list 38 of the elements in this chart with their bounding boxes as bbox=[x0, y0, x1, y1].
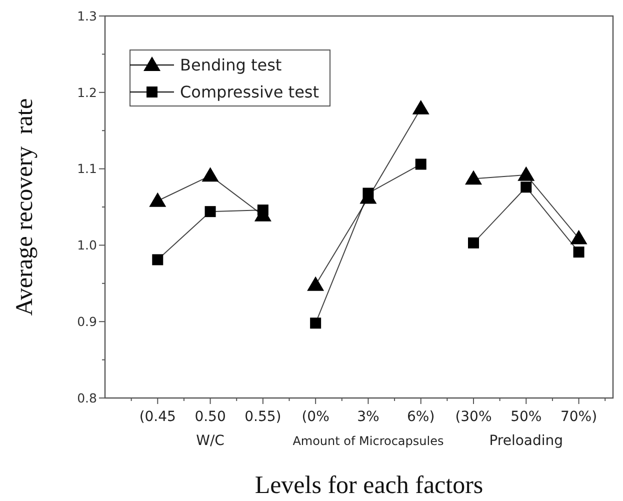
x-tick-label: (0% bbox=[302, 409, 330, 425]
point bbox=[310, 318, 322, 329]
point bbox=[518, 166, 535, 181]
x-tick-label: 70%) bbox=[560, 409, 598, 425]
y-tick-label: 1.2 bbox=[77, 84, 97, 100]
point bbox=[204, 206, 216, 218]
x-tick-label: (0.45 bbox=[139, 409, 176, 425]
text: Preloading bbox=[489, 433, 564, 449]
point bbox=[307, 276, 324, 291]
point bbox=[412, 100, 430, 114]
y-tick-label: 0.9 bbox=[77, 314, 98, 329]
y-tick-label: 0.8 bbox=[77, 390, 98, 406]
legend-label: Compressive test bbox=[180, 82, 320, 102]
x-tick-label: (30% bbox=[455, 409, 492, 425]
point bbox=[202, 167, 219, 182]
point bbox=[573, 246, 584, 258]
x-tick-label: 0.50 bbox=[194, 409, 226, 425]
point bbox=[520, 182, 532, 193]
point bbox=[149, 192, 166, 207]
point bbox=[468, 237, 479, 248]
y-tick-label: 1.0 bbox=[77, 238, 98, 253]
x-axis-title: Levels for each factors bbox=[254, 472, 484, 499]
point bbox=[570, 230, 588, 244]
legend-label: Bending test bbox=[180, 56, 282, 75]
x-tick-label: 50% bbox=[510, 409, 542, 425]
point bbox=[152, 254, 164, 266]
x-tick-label: 3% bbox=[357, 409, 380, 425]
point bbox=[362, 188, 374, 199]
text: W/C bbox=[196, 433, 225, 449]
y-tick-label: 1.3 bbox=[77, 8, 97, 24]
y-axis-title: Average recovery rate bbox=[12, 98, 38, 316]
text: Amount of Microcapsules bbox=[292, 434, 444, 448]
y-tick-label: 1.1 bbox=[77, 161, 97, 176]
point bbox=[415, 158, 426, 170]
x-tick-label: 0.55) bbox=[244, 409, 282, 425]
point bbox=[257, 204, 268, 216]
point bbox=[464, 170, 482, 185]
x-tick-label: 6%) bbox=[407, 409, 435, 425]
